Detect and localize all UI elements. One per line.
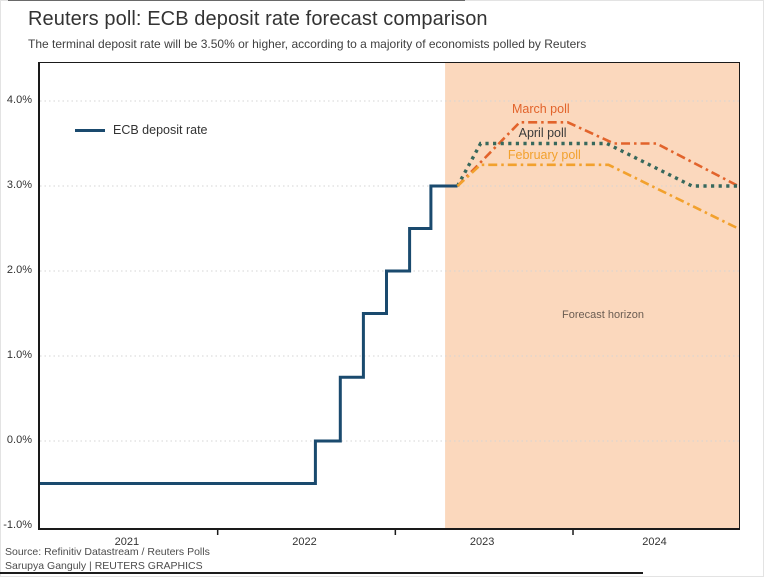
x-axis-label: 2023 xyxy=(469,536,495,548)
window-top-edge xyxy=(8,0,465,1)
legend: ECB deposit rate xyxy=(75,123,208,137)
legend-line-swatch xyxy=(75,128,105,132)
chart-canvas xyxy=(40,63,739,535)
series-ecb-deposit-rate xyxy=(40,184,458,485)
page-subtitle: The terminal deposit rate will be 3.50% … xyxy=(28,37,587,51)
x-axis-label: 2022 xyxy=(292,536,317,548)
annotation-february-poll: February poll xyxy=(507,148,581,163)
annotation-april-poll: April poll xyxy=(518,126,567,141)
y-axis-label: 2.0% xyxy=(6,263,32,276)
y-axis-label: 1.0% xyxy=(6,348,32,361)
y-axis-label: -1.0% xyxy=(3,518,32,531)
byline: Sarupya Ganguly | REUTERS GRAPHICS xyxy=(5,560,203,572)
y-axis-label: 4.0% xyxy=(6,93,32,106)
page-title: Reuters poll: ECB deposit rate forecast … xyxy=(28,8,488,30)
x-axis-label: 2024 xyxy=(642,536,667,548)
annotation-forecast-horizon: Forecast horizon xyxy=(562,309,644,322)
y-axis-label: 3.0% xyxy=(6,178,32,191)
legend-label: ECB deposit rate xyxy=(113,123,208,137)
source-note: Source: Refinitiv Datastream / Reuters P… xyxy=(5,546,210,558)
series-march-poll xyxy=(456,120,739,188)
x-axis-label: 2021 xyxy=(114,536,140,548)
annotation-march-poll: March poll xyxy=(511,102,570,117)
series-april-poll xyxy=(456,141,739,188)
plot-area xyxy=(38,62,740,535)
window-bottom-edge xyxy=(0,572,643,574)
forecast-region xyxy=(445,63,739,528)
y-axis-label: 0.0% xyxy=(6,433,32,446)
